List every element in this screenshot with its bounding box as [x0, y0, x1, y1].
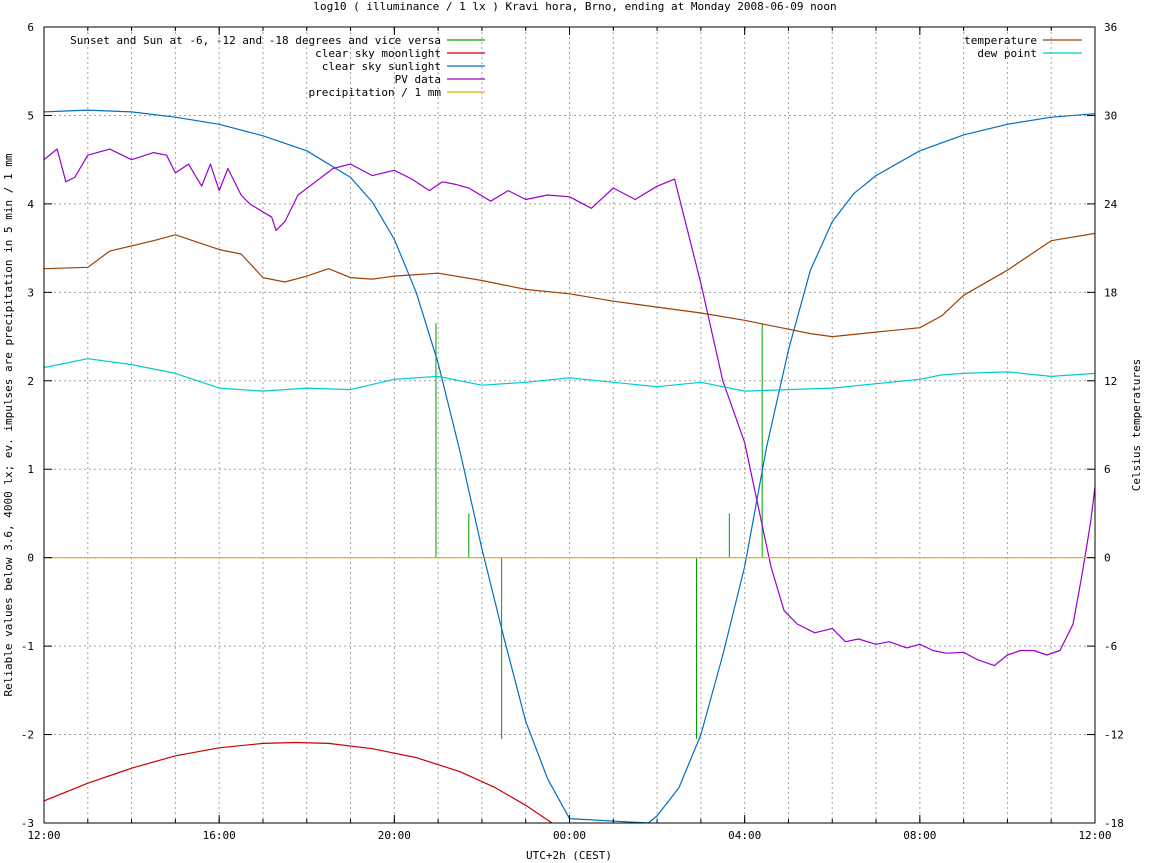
y-tick-label: 1: [27, 463, 34, 476]
y2-tick-label: 6: [1104, 463, 1111, 476]
y-tick-label: 3: [27, 286, 34, 299]
series-temperature: [44, 232, 1095, 338]
legend-label: clear sky moonlight: [315, 47, 441, 60]
legend-label: clear sky sunlight: [322, 60, 441, 73]
y2-axis-label: Celsius temperatures: [1130, 359, 1143, 491]
y-tick-label: 2: [27, 375, 34, 388]
y-tick-label: 4: [27, 198, 34, 211]
x-axis-label: UTC+2h (CEST): [526, 849, 612, 862]
y-tick-label: 6: [27, 21, 34, 34]
series-dew-point: [44, 358, 1095, 392]
grid: [44, 27, 1095, 823]
y2-tick-label: 18: [1104, 286, 1117, 299]
x-tick-label: 00:00: [553, 829, 586, 842]
x-tick-label: 20:00: [378, 829, 411, 842]
legend-label: precipitation / 1 mm: [309, 86, 442, 99]
y-tick-label: -3: [21, 817, 34, 830]
series-sunset-and-sun-at-6-12-and-18-degrees-and-vice-versa: [435, 323, 763, 739]
y-tick-label: -2: [21, 729, 34, 742]
x-tick-label: 12:00: [27, 829, 60, 842]
x-tick-label: 12:00: [1078, 829, 1111, 842]
y-tick-label: -1: [21, 640, 34, 653]
y2-tick-label: -12: [1104, 729, 1124, 742]
y2-tick-label: -6: [1104, 640, 1117, 653]
y2-tick-label: 36: [1104, 21, 1117, 34]
y-tick-label: 0: [27, 552, 34, 565]
legend-label: temperature: [964, 34, 1037, 47]
y-tick-label: 5: [27, 109, 34, 122]
series-clear-sky-moonlight: [44, 741, 553, 823]
series-pv-data: [44, 148, 1095, 667]
x-tick-label: 08:00: [903, 829, 936, 842]
y2-tick-label: 12: [1104, 375, 1117, 388]
y2-tick-label: 24: [1104, 198, 1118, 211]
y2-tick-label: -18: [1104, 817, 1124, 830]
legend-label: dew point: [977, 47, 1037, 60]
chart-title: log10 ( illuminance / 1 lx ) Kravi hora,…: [313, 0, 836, 13]
y2-tick-label: 0: [1104, 552, 1111, 565]
y2-tick-label: 30: [1104, 109, 1117, 122]
legend-label: PV data: [395, 73, 441, 86]
legend-label: Sunset and Sun at -6, -12 and -18 degree…: [70, 34, 441, 47]
y-axis-label: Reliable values below 3.6, 4000 lx; ev. …: [2, 153, 15, 696]
x-tick-label: 16:00: [203, 829, 236, 842]
legend: Sunset and Sun at -6, -12 and -18 degree…: [70, 34, 1082, 99]
x-tick-label: 04:00: [728, 829, 761, 842]
